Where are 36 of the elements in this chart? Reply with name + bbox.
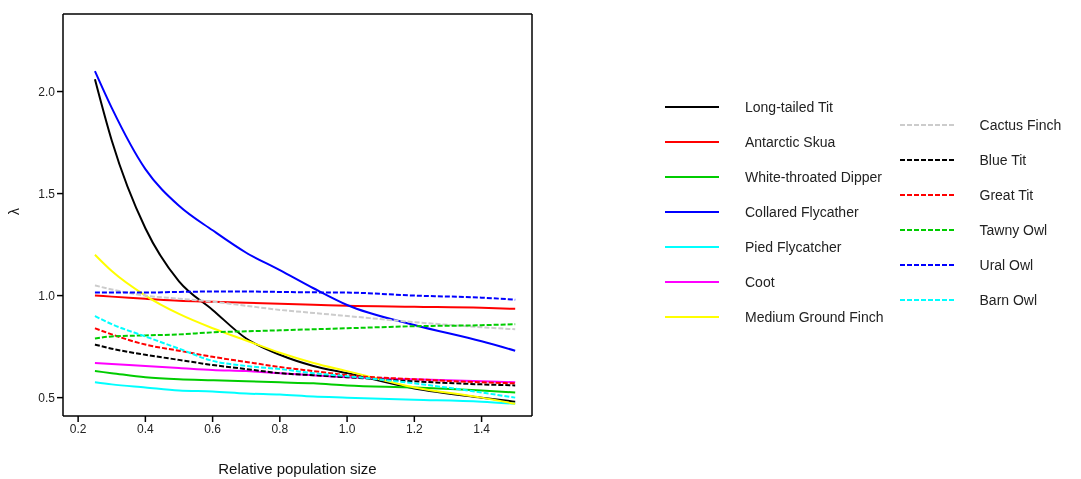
line-series (93, 70, 517, 352)
x-tick-label: 1.0 (338, 421, 356, 436)
legend-label: Antarctic Skua (745, 134, 836, 150)
line-series (93, 381, 517, 405)
line-series (93, 294, 517, 310)
line-series (93, 370, 517, 394)
legend-label: Collared Flycather (745, 204, 859, 220)
x-tick-label: 1.2 (405, 421, 423, 436)
y-tick-label: 0.5 (38, 390, 56, 405)
legend-label: Pied Flycatcher (745, 239, 842, 255)
x-tick-label: 0.4 (137, 421, 155, 436)
legend-label: Medium Ground Finch (745, 309, 884, 325)
line-series (93, 361, 517, 384)
line-series (93, 315, 517, 399)
x-tick-label: 0.8 (271, 421, 289, 436)
legend-label: Blue Tit (979, 152, 1027, 168)
line-series (93, 78, 517, 403)
x-tick-label: 1.4 (473, 421, 491, 436)
x-tick-label: 0.6 (204, 421, 222, 436)
legend-label: Great Tit (979, 187, 1034, 203)
y-axis-title: λ (5, 208, 22, 215)
x-tick-label: 0.2 (69, 421, 87, 436)
legend-label: Coot (745, 274, 775, 290)
legend-label: Cactus Finch (979, 117, 1062, 133)
legend-label: Tawny Owl (979, 222, 1048, 238)
line-series (93, 284, 517, 331)
x-axis-title: Relative population size (218, 460, 377, 477)
line-series (93, 327, 517, 385)
y-tick-label: 1.5 (38, 186, 56, 201)
legend-label: Barn Owl (979, 292, 1038, 308)
legend-label: Long-tailed Tit (745, 99, 833, 115)
y-tick-label: 1.0 (38, 288, 56, 303)
line-series (93, 253, 517, 405)
legend-label: White-throated Dipper (745, 169, 882, 185)
legend-label: Ural Owl (979, 257, 1034, 273)
y-tick-label: 2.0 (38, 84, 56, 99)
